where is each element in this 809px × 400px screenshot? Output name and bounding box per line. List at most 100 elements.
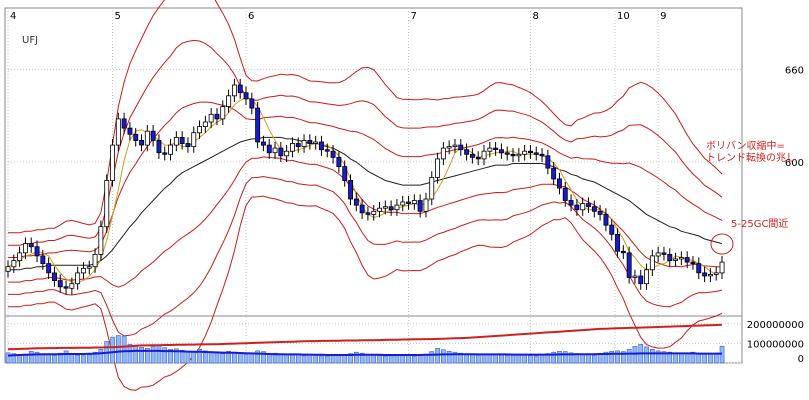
volume-bar	[69, 353, 75, 364]
volume-bar	[98, 348, 104, 364]
volume-tick-label: 100000000	[747, 339, 804, 350]
candle-body	[5, 266, 11, 272]
candle-body	[469, 153, 475, 158]
candle-body	[574, 204, 580, 211]
volume-bar	[626, 348, 632, 364]
price-tick-label: 660	[785, 66, 804, 77]
candle-body	[620, 250, 626, 254]
volume-bar	[220, 353, 226, 364]
candle-body	[649, 255, 655, 271]
volume-bar	[632, 346, 638, 364]
volume-bar	[493, 354, 499, 364]
volume-bar	[609, 350, 615, 364]
price-axis-labels: 660 600	[785, 66, 804, 169]
month-tick-label: 8	[532, 11, 538, 22]
volume-bar	[168, 348, 173, 364]
bollinger-band-line	[8, 0, 723, 234]
volume-bar	[162, 347, 168, 364]
volume-bar	[655, 350, 661, 364]
month-tick-label: 4	[10, 11, 16, 22]
candle-body	[522, 150, 528, 155]
candle-body	[551, 167, 557, 180]
bollinger-band-line	[8, 39, 723, 246]
volume-bar	[52, 355, 57, 364]
candle-body	[481, 150, 487, 160]
volume-bar	[620, 351, 626, 364]
candle-body	[191, 132, 197, 147]
volume-bar	[284, 354, 290, 364]
candle-body	[220, 106, 226, 120]
candle-body	[46, 263, 52, 274]
candle-body	[597, 210, 603, 215]
volume-bar	[208, 351, 214, 364]
candle-body	[295, 143, 301, 147]
month-tick-label: 9	[660, 11, 666, 22]
candle-body	[162, 152, 168, 155]
volume-bar	[690, 351, 696, 364]
candle-body	[63, 286, 69, 289]
volume-bar	[481, 354, 487, 364]
candle-body	[528, 150, 533, 154]
volume-bar	[324, 355, 330, 364]
volume-bar	[150, 346, 156, 364]
candle-body	[516, 153, 522, 157]
volume-bar	[510, 354, 516, 364]
volume-bar	[28, 350, 34, 364]
candle-body	[394, 204, 400, 211]
month-tick-label: 10	[617, 11, 630, 22]
volume-bar	[452, 351, 458, 364]
volume-ma-line	[7, 349, 722, 357]
volume-bar	[313, 354, 319, 364]
volume-bar	[667, 351, 673, 364]
volume-bar	[528, 355, 533, 364]
candle-body	[81, 267, 86, 274]
candle-body	[353, 198, 359, 206]
candle-body	[359, 204, 365, 214]
candle-body	[324, 149, 330, 152]
volume-bar	[475, 354, 481, 364]
candle-body	[603, 213, 609, 226]
candle-body	[708, 273, 713, 277]
volume-bar	[226, 350, 232, 364]
volume-bar	[702, 353, 707, 364]
candle-body	[307, 139, 313, 144]
volume-bar	[92, 351, 98, 364]
candle-body	[377, 207, 382, 212]
ma25-line	[8, 136, 723, 271]
price-panel-background	[4, 7, 743, 317]
volume-bar	[214, 352, 220, 364]
volume-bar	[185, 350, 191, 364]
candle-body	[435, 158, 440, 178]
candle-body	[446, 146, 452, 149]
candle-body	[342, 166, 348, 181]
volume-bar	[301, 355, 307, 364]
candle-body	[17, 252, 23, 261]
volume-bar	[591, 354, 597, 364]
candle-body	[272, 147, 278, 154]
volume-tick-label: 0	[798, 354, 804, 365]
candle-body	[75, 272, 81, 285]
volume-bar	[255, 350, 261, 364]
volume-bar	[661, 351, 667, 364]
price-tick-label: 600	[785, 158, 804, 169]
candle-body	[57, 280, 63, 288]
candle-body	[133, 133, 139, 141]
candle-body	[208, 113, 214, 123]
candle-body	[255, 107, 261, 143]
candle-body	[348, 180, 353, 200]
volume-bar	[644, 346, 649, 364]
candle-body	[365, 212, 371, 215]
volume-long-ma-line	[7, 323, 723, 351]
candle-body	[545, 155, 551, 169]
volume-bar	[127, 344, 133, 364]
candle-body	[34, 246, 40, 257]
candle-body	[226, 95, 232, 108]
volume-bar	[388, 355, 394, 364]
candle-body	[493, 147, 499, 151]
volume-bar	[174, 348, 179, 364]
candle-body	[318, 141, 324, 151]
moving-average-lines	[7, 96, 723, 283]
volume-bar	[133, 345, 139, 364]
ma5-line	[7, 96, 723, 283]
